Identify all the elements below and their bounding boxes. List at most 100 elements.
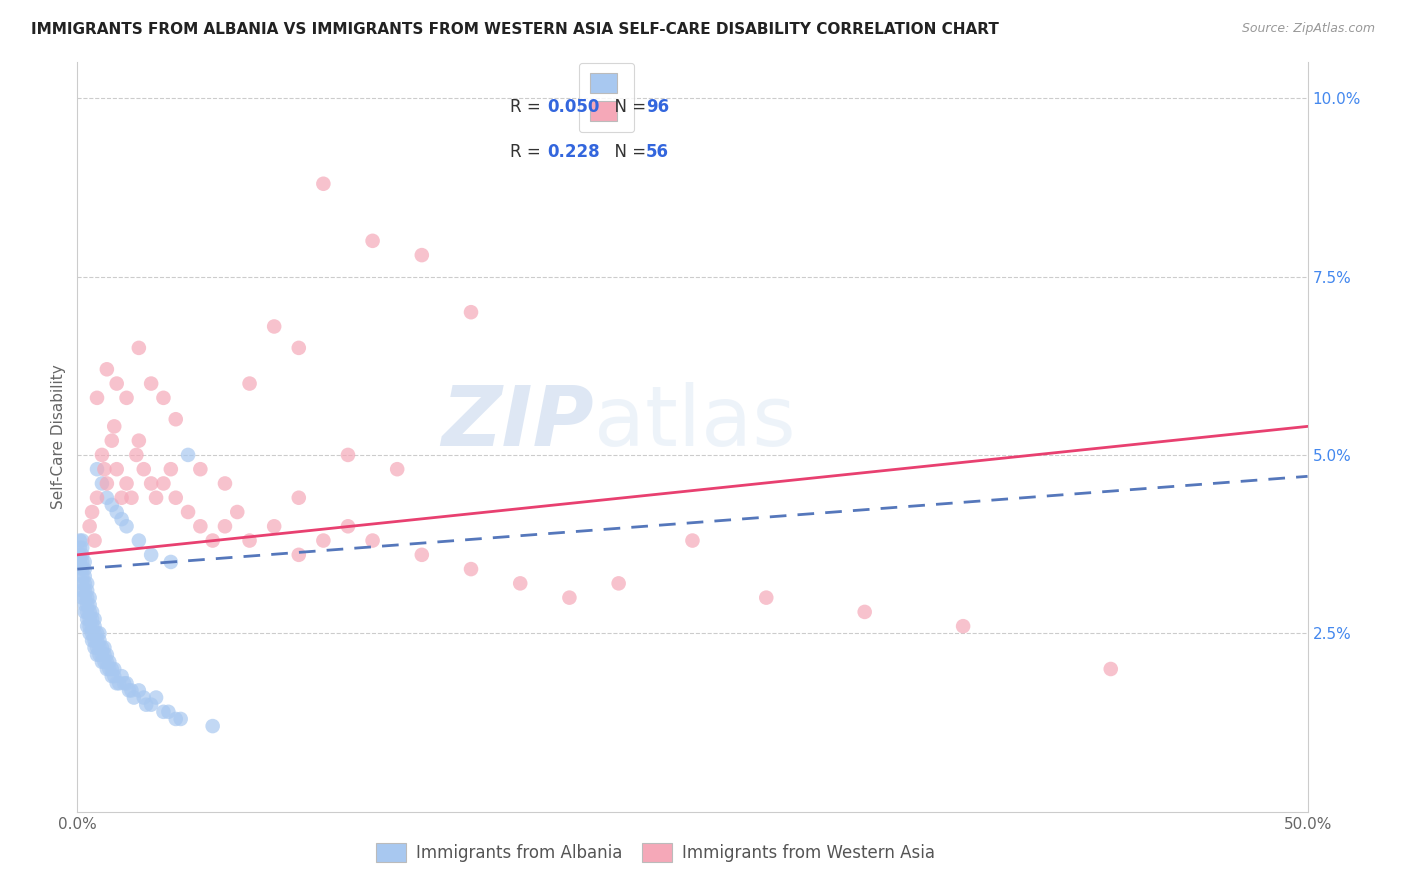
Point — [337, 448, 360, 462]
Point — [70, 541, 93, 555]
Point — [89, 633, 111, 648]
Point — [96, 655, 118, 669]
Point — [98, 655, 121, 669]
Text: N =: N = — [605, 98, 651, 116]
Point — [69, 548, 91, 562]
Point — [79, 519, 101, 533]
Point — [70, 583, 93, 598]
Point — [108, 676, 131, 690]
Point — [73, 569, 96, 583]
Point — [82, 633, 104, 648]
Point — [135, 698, 157, 712]
Point — [411, 548, 433, 562]
Point — [70, 569, 93, 583]
Text: N =: N = — [605, 144, 651, 161]
Point — [101, 669, 124, 683]
Point — [145, 491, 167, 505]
Point — [141, 376, 163, 391]
Point — [76, 619, 98, 633]
Point — [90, 448, 114, 462]
Point — [226, 505, 249, 519]
Point — [96, 491, 118, 505]
Point — [141, 476, 163, 491]
Point — [682, 533, 704, 548]
Point — [76, 576, 98, 591]
Point — [79, 626, 101, 640]
Point — [79, 605, 101, 619]
Point — [1099, 662, 1122, 676]
Point — [86, 491, 108, 505]
Point — [70, 555, 93, 569]
Point — [361, 533, 384, 548]
Point — [141, 548, 163, 562]
Point — [83, 640, 105, 655]
Point — [385, 462, 409, 476]
Point — [93, 640, 115, 655]
Point — [111, 669, 132, 683]
Text: 96: 96 — [645, 98, 669, 116]
Point — [70, 562, 93, 576]
Point — [76, 591, 98, 605]
Point — [69, 533, 91, 548]
Point — [76, 612, 98, 626]
Text: R =: R = — [510, 144, 547, 161]
Point — [145, 690, 167, 705]
Point — [132, 462, 155, 476]
Point — [70, 548, 93, 562]
Point — [96, 362, 118, 376]
Point — [214, 476, 236, 491]
Point — [125, 448, 148, 462]
Point — [165, 412, 187, 426]
Point — [460, 305, 482, 319]
Point — [105, 462, 128, 476]
Text: 56: 56 — [645, 144, 669, 161]
Point — [73, 583, 96, 598]
Point — [105, 676, 128, 690]
Point — [96, 648, 118, 662]
Text: 0.228: 0.228 — [547, 144, 600, 161]
Point — [86, 462, 108, 476]
Point — [93, 648, 115, 662]
Point — [90, 476, 114, 491]
Point — [73, 555, 96, 569]
Point — [128, 341, 150, 355]
Point — [79, 598, 101, 612]
Point — [86, 633, 108, 648]
Point — [89, 626, 111, 640]
Point — [101, 662, 124, 676]
Point — [128, 434, 150, 448]
Point — [83, 633, 105, 648]
Point — [157, 705, 180, 719]
Text: IMMIGRANTS FROM ALBANIA VS IMMIGRANTS FROM WESTERN ASIA SELF-CARE DISABILITY COR: IMMIGRANTS FROM ALBANIA VS IMMIGRANTS FR… — [31, 22, 998, 37]
Point — [93, 655, 115, 669]
Point — [201, 719, 224, 733]
Point — [165, 712, 187, 726]
Point — [288, 548, 311, 562]
Point — [361, 234, 384, 248]
Point — [101, 434, 124, 448]
Point — [89, 640, 111, 655]
Point — [312, 533, 335, 548]
Point — [214, 519, 236, 533]
Point — [82, 605, 104, 619]
Point — [73, 591, 96, 605]
Point — [121, 491, 143, 505]
Text: R =: R = — [510, 98, 547, 116]
Point — [105, 376, 128, 391]
Point — [128, 533, 150, 548]
Point — [111, 512, 132, 526]
Point — [76, 598, 98, 612]
Point — [82, 612, 104, 626]
Point — [239, 533, 262, 548]
Legend: Immigrants from Albania, Immigrants from Western Asia: Immigrants from Albania, Immigrants from… — [367, 835, 943, 871]
Point — [90, 640, 114, 655]
Point — [69, 555, 91, 569]
Point — [121, 683, 143, 698]
Point — [152, 476, 174, 491]
Point — [188, 462, 212, 476]
Point — [952, 619, 974, 633]
Point — [90, 655, 114, 669]
Point — [82, 619, 104, 633]
Point — [509, 576, 531, 591]
Point — [98, 662, 121, 676]
